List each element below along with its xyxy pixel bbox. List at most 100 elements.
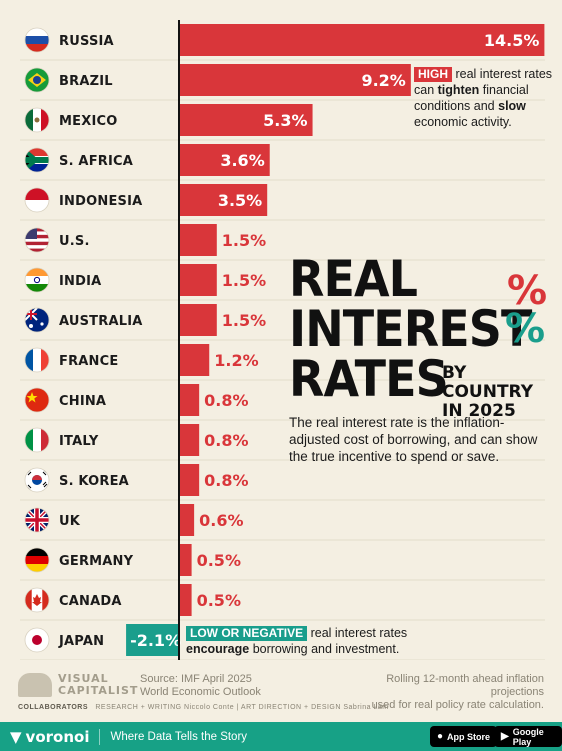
- category-label: BRAZIL: [59, 74, 113, 89]
- value-label: 0.6%: [199, 511, 243, 530]
- mexico-flag: [24, 107, 50, 133]
- canada-flag: [24, 587, 50, 613]
- value-label: 3.6%: [220, 151, 264, 170]
- chart-description: The real interest rate is the inflation-…: [289, 415, 538, 464]
- south-korea-flag: [24, 467, 50, 493]
- high-rates-note: HIGH real interest rates can tighten fin…: [414, 66, 560, 130]
- value-label: 0.8%: [204, 431, 248, 450]
- category-label: INDIA: [59, 274, 101, 289]
- bar-chart: RUSSIA 14.5% BRAZIL 9.2% MEXICO 5.3% S. AFRICA…: [20, 20, 545, 660]
- low-note-post: borrowing and investment.: [252, 642, 400, 656]
- france-flag: [24, 347, 50, 373]
- category-label: RUSSIA: [59, 34, 114, 49]
- value-label: 0.5%: [197, 591, 241, 610]
- methodology-note: Rolling 12-month ahead inflation project…: [344, 673, 544, 712]
- category-label: UK: [59, 514, 81, 529]
- tagline: Where Data Tells the Story: [110, 730, 248, 743]
- google-play-button[interactable]: ▶ Google Play: [494, 726, 562, 747]
- high-note-pre: real interest rates can: [414, 67, 553, 97]
- germany-flag: [24, 547, 50, 573]
- high-note-bold-2: slow: [498, 99, 526, 113]
- logo-line-2: CAPITALIST: [58, 684, 139, 697]
- value-label: 3.5%: [218, 191, 262, 210]
- south-africa-flag: [24, 147, 50, 173]
- bottom-bar: ▼ voronoi Where Data Tells the Story ● A…: [0, 722, 562, 751]
- high-note-post: economic activity.: [414, 115, 512, 129]
- australia-flag: [24, 307, 50, 333]
- value-label: 1.5%: [222, 231, 266, 250]
- divider: [99, 728, 101, 745]
- low-rates-note: LOW OR NEGATIVE real interest rates enco…: [186, 625, 416, 657]
- high-note-and: and: [473, 99, 495, 113]
- category-label: S. KOREA: [59, 474, 129, 489]
- category-label: INDONESIA: [59, 194, 142, 209]
- value-label: 1.5%: [222, 271, 266, 290]
- visual-capitalist-logo: VISUAL CAPITALIST: [18, 673, 138, 697]
- app-store-label: App Store: [447, 731, 491, 742]
- category-label: S. AFRICA: [59, 154, 133, 169]
- high-note-bold-1: tighten: [437, 83, 480, 97]
- value-label: 0.5%: [197, 551, 241, 570]
- subtitle-line-2: IN 2025: [442, 401, 516, 421]
- low-note-bold: encourage: [186, 642, 250, 656]
- low-tag: LOW OR NEGATIVE: [186, 626, 308, 641]
- app-store-button[interactable]: ● App Store: [430, 726, 498, 747]
- vc-logo-icon: [18, 673, 52, 697]
- method-line-1: Rolling 12-month ahead inflation project…: [386, 673, 544, 698]
- chart-title: REAL INTEREST RATES: [289, 254, 552, 404]
- china-flag: [24, 387, 50, 413]
- category-label: AUSTRALIA: [59, 314, 143, 329]
- japan-flag: [24, 627, 50, 653]
- bar: [179, 24, 545, 56]
- category-label: JAPAN: [58, 634, 104, 649]
- bar: [179, 104, 313, 136]
- collab-text: RESEARCH + WRITING Niccolo Conte | ART D…: [95, 704, 389, 711]
- indonesia-flag: [24, 187, 50, 213]
- value-label: -2.1%: [130, 631, 181, 650]
- title-line-3: RATES: [289, 350, 449, 408]
- source-line-1: Source: IMF April 2025: [140, 673, 252, 685]
- play-icon: ▶: [501, 731, 509, 742]
- source-line-2: World Economic Outlook: [140, 686, 261, 698]
- bar: [126, 624, 179, 656]
- voronoi-logo-icon: ▼: [10, 727, 22, 746]
- collab-label: COLLABORATORS: [18, 704, 89, 711]
- bar: [179, 384, 200, 416]
- vc-logo-text: VISUAL CAPITALIST: [58, 673, 138, 697]
- high-note-mid: financial conditions: [414, 83, 529, 113]
- brazil-flag: [24, 67, 50, 93]
- category-label: GERMANY: [59, 554, 134, 569]
- apple-icon: ●: [437, 731, 444, 742]
- high-tag: HIGH: [414, 67, 452, 82]
- method-line-2: used for real policy rate calculation.: [371, 699, 544, 711]
- collaborators: COLLABORATORS RESEARCH + WRITING Niccolo…: [18, 704, 389, 711]
- voronoi-brand[interactable]: ▼ voronoi: [10, 728, 89, 746]
- bar: [179, 304, 217, 336]
- category-label: U.S.: [59, 234, 90, 249]
- us-flag: [24, 227, 50, 253]
- title-line-1: REAL: [289, 250, 418, 308]
- low-note-pre: real interest rates: [310, 626, 408, 640]
- bar: [179, 344, 210, 376]
- russia-flag: [24, 27, 50, 53]
- bar: [179, 64, 411, 96]
- source-note: Source: IMF April 2025 World Economic Ou…: [140, 673, 261, 699]
- bar: [179, 464, 200, 496]
- value-label: 5.3%: [263, 111, 307, 130]
- value-label: 9.2%: [361, 71, 405, 90]
- chart-subtitle: BY COUNTRY IN 2025: [442, 364, 562, 421]
- value-label: 1.5%: [222, 311, 266, 330]
- category-label: ITALY: [59, 434, 99, 449]
- category-label: CANADA: [59, 594, 122, 609]
- india-flag: [24, 267, 50, 293]
- bar: [179, 224, 217, 256]
- title-line-2: INTEREST: [289, 300, 532, 358]
- category-label: CHINA: [59, 394, 106, 409]
- google-play-label: Google Play: [512, 726, 544, 747]
- bar: [179, 184, 268, 216]
- uk-flag: [24, 507, 50, 533]
- bar: [179, 584, 192, 616]
- brand-name: voronoi: [25, 727, 90, 746]
- value-label: 0.8%: [204, 391, 248, 410]
- value-label: 14.5%: [484, 31, 540, 50]
